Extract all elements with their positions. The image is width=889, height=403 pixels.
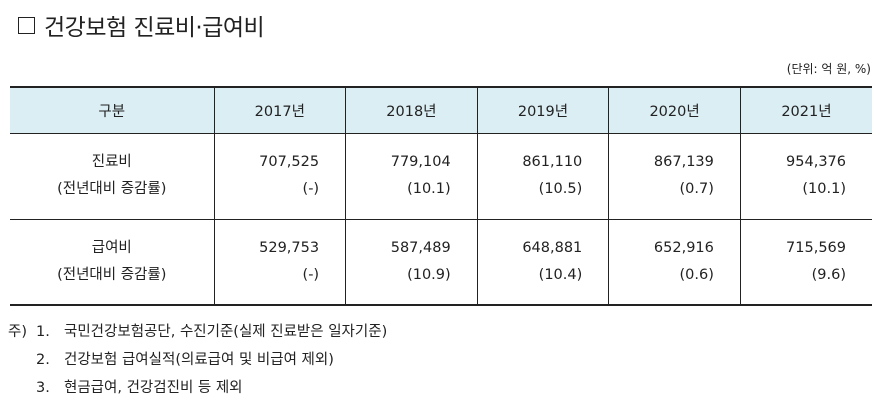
header-year-2021: 2021년 [739,86,872,134]
unit-note: (단위: 억 원, %) [786,62,871,76]
footnote-item: 주) 1. 국민건강보험공단, 수진기준(실제 진료받은 일자기준) [8,318,387,346]
row-label: 급여비 [91,239,132,256]
amount-value: 648,881 [522,239,583,256]
value-cell: 587,489 (10.9) [345,219,478,306]
square-bullet-icon [18,16,35,34]
rate-value: (10.4) [538,266,583,283]
page-title-row: 건강보험 진료비·급여비 [18,8,265,42]
value-cell: 954,376 (10.1) [739,133,872,220]
row-label-cell: 진료비 (전년대비 증감률) [10,133,214,220]
value-cell: 867,139 (0.7) [608,133,741,220]
row-label-cell: 급여비 (전년대비 증감률) [10,219,214,306]
footnote-text: 국민건강보험공단, 수진기준(실제 진료받은 일자기준) [64,324,388,340]
amount-value: 587,489 [390,239,451,256]
value-cell: 779,104 (10.1) [345,133,478,220]
row-sublabel: (전년대비 증감률) [57,181,167,197]
rate-value: (10.1) [407,181,451,197]
rate-value: (10.5) [538,181,583,197]
footnote-text: 건강보험 급여실적(의료급여 및 비급여 제외) [64,352,334,368]
footnote-prefix: 주) [8,324,27,340]
amount-value: 954,376 [786,154,846,170]
header-year-2018: 2018년 [345,86,478,134]
table-row-benefit-expenses: 급여비 (전년대비 증감률) 529,753 (-) 587,489 (10.9… [10,219,872,306]
header-year-2020: 2020년 [608,86,741,134]
rate-value: (-) [302,266,320,283]
footnote-item: 3. 현금급여, 건강검진비 등 제외 [8,374,387,402]
row-sublabel: (전년대비 증감률) [57,266,167,283]
amount-value: 707,525 [259,154,320,170]
amount-value: 779,104 [390,154,451,170]
footnote-item: 2. 건강보험 급여실적(의료급여 및 비급여 제외) [8,346,387,374]
amount-value: 861,110 [522,154,583,170]
row-label: 진료비 [91,154,132,170]
rate-value: (0.6) [679,266,714,283]
value-cell: 652,916 (0.6) [608,219,741,306]
statistics-table: 구분 2017년 2018년 2019년 2020년 2021년 진료비 (전년… [10,86,872,306]
amount-value: 867,139 [653,154,714,170]
footnote-number: 1. [36,324,50,340]
header-year-2017: 2017년 [213,86,346,134]
footnotes: 주) 1. 국민건강보험공단, 수진기준(실제 진료받은 일자기준) 2. 건강보험 … [8,318,387,402]
value-cell: 715,569 (9.6) [739,219,872,306]
value-cell: 861,110 (10.5) [476,133,609,220]
footnote-text: 현금급여, 건강검진비 등 제외 [64,380,243,396]
table-row-medical-expenses: 진료비 (전년대비 증감률) 707,525 (-) 779,104 (10.1… [10,133,872,220]
rate-value: (9.6) [811,266,846,283]
value-cell: 648,881 (10.4) [476,219,609,306]
footnote-number: 2. [36,352,50,368]
page-title: 건강보험 진료비·급여비 [44,15,265,41]
amount-value: 529,753 [259,239,320,256]
amount-value: 715,569 [786,239,846,256]
amount-value: 652,916 [653,239,714,256]
rate-value: (10.9) [407,266,451,283]
header-year-2019: 2019년 [476,86,609,134]
table-header-row: 구분 2017년 2018년 2019년 2020년 2021년 [10,86,872,134]
footnote-number: 3. [36,380,50,396]
header-category: 구분 [10,86,214,134]
rate-value: (10.1) [802,181,846,197]
value-cell: 707,525 (-) [213,133,346,220]
rate-value: (-) [302,181,320,197]
value-cell: 529,753 (-) [213,219,346,306]
rate-value: (0.7) [679,181,714,197]
